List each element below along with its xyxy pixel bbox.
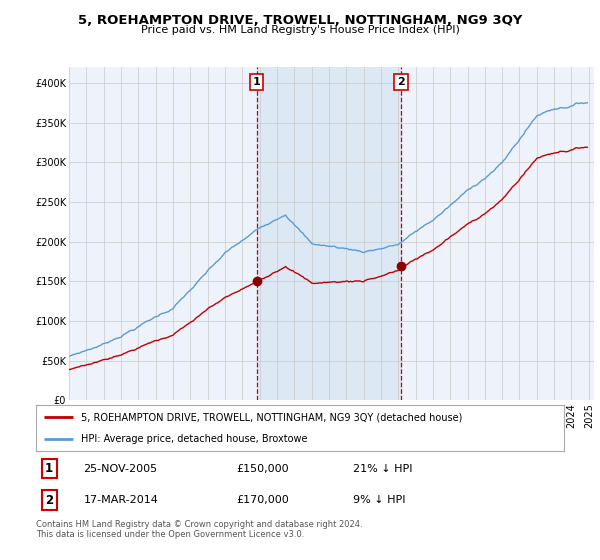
Text: Price paid vs. HM Land Registry's House Price Index (HPI): Price paid vs. HM Land Registry's House … bbox=[140, 25, 460, 35]
Text: 2: 2 bbox=[45, 493, 53, 506]
Text: £170,000: £170,000 bbox=[236, 495, 289, 505]
Text: 1: 1 bbox=[45, 462, 53, 475]
Text: 9% ↓ HPI: 9% ↓ HPI bbox=[353, 495, 406, 505]
Text: Contains HM Land Registry data © Crown copyright and database right 2024.
This d: Contains HM Land Registry data © Crown c… bbox=[36, 520, 362, 539]
Text: 5, ROEHAMPTON DRIVE, TROWELL, NOTTINGHAM, NG9 3QY (detached house): 5, ROEHAMPTON DRIVE, TROWELL, NOTTINGHAM… bbox=[81, 412, 462, 422]
Text: 5, ROEHAMPTON DRIVE, TROWELL, NOTTINGHAM, NG9 3QY: 5, ROEHAMPTON DRIVE, TROWELL, NOTTINGHAM… bbox=[78, 14, 522, 27]
Text: 21% ↓ HPI: 21% ↓ HPI bbox=[353, 464, 412, 474]
Text: 1: 1 bbox=[253, 77, 260, 87]
Bar bbox=[257, 67, 401, 400]
Text: HPI: Average price, detached house, Broxtowe: HPI: Average price, detached house, Brox… bbox=[81, 435, 307, 444]
Text: 17-MAR-2014: 17-MAR-2014 bbox=[83, 495, 158, 505]
Text: 25-NOV-2005: 25-NOV-2005 bbox=[83, 464, 158, 474]
Text: 2: 2 bbox=[397, 77, 405, 87]
Text: £150,000: £150,000 bbox=[236, 464, 289, 474]
